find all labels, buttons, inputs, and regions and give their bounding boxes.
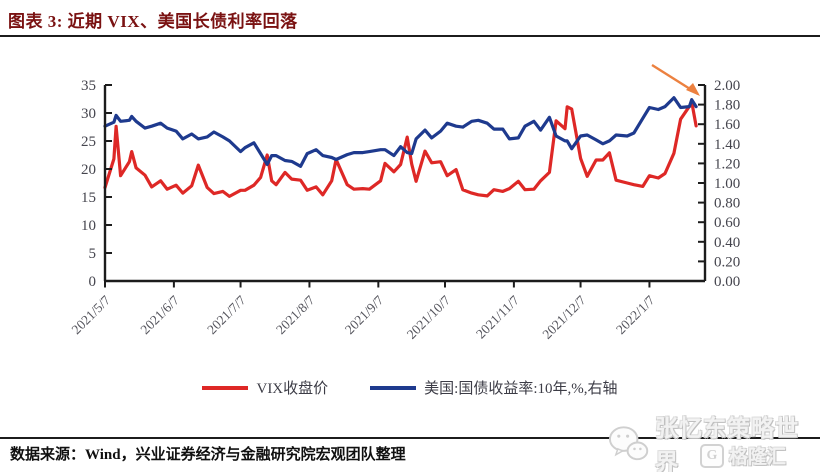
svg-text:1.60: 1.60 [714, 117, 740, 133]
legend-item-vix: VIX收盘价 [202, 377, 328, 398]
title-divider [0, 35, 820, 37]
svg-text:2022/1/7: 2022/1/7 [613, 292, 658, 337]
svg-text:2021/6/7: 2021/6/7 [137, 292, 182, 337]
chart-canvas: 35 30 25 20 15 10 5 0 2.00 1.80 1.60 1.40 1.20 1.00 0.… [69, 63, 740, 342]
gelonghui-watermark: G 格隆汇 [700, 442, 786, 469]
legend-label-vix: VIX收盘价 [256, 381, 329, 397]
legend-item-ust10y: 美国:国债收益率:10年,%,右轴 [370, 377, 618, 398]
svg-text:2021/7/7: 2021/7/7 [204, 292, 249, 337]
svg-text:25: 25 [81, 134, 96, 150]
vix-line-swatch [202, 385, 249, 390]
gelonghui-logo: G [700, 443, 724, 468]
svg-text:35: 35 [81, 78, 96, 94]
wechat-watermark: 张忆东策略世界 [608, 409, 820, 472]
wechat-icon [608, 425, 649, 460]
legend-label-ust10y: 美国:国债收益率:10年,%,右轴 [424, 381, 618, 397]
svg-text:2021/10/7: 2021/10/7 [404, 292, 453, 341]
svg-text:20: 20 [81, 162, 96, 178]
svg-text:5: 5 [89, 246, 97, 262]
data-source: 数据来源：Wind，兴业证券经济与金融研究院宏观团队整理 [10, 447, 406, 463]
svg-text:30: 30 [81, 106, 96, 122]
chart-legend: VIX收盘价 美国:国债收益率:10年,%,右轴 [0, 377, 820, 398]
svg-text:2021/9/7: 2021/9/7 [342, 292, 387, 337]
svg-text:0: 0 [89, 274, 97, 290]
svg-text:2.00: 2.00 [714, 78, 740, 94]
svg-text:1.40: 1.40 [714, 137, 740, 153]
svg-text:2021/8/7: 2021/8/7 [273, 292, 318, 337]
svg-text:1.80: 1.80 [714, 98, 740, 114]
svg-text:1.20: 1.20 [714, 156, 740, 172]
svg-text:0.00: 0.00 [714, 274, 740, 290]
svg-text:15: 15 [81, 190, 96, 206]
gelonghui-watermark-text: 格隆汇 [729, 447, 787, 468]
svg-text:2021/5/7: 2021/5/7 [69, 292, 114, 337]
svg-text:2021/12/7: 2021/12/7 [539, 292, 588, 341]
svg-text:1.00: 1.00 [714, 176, 740, 192]
svg-text:10: 10 [81, 218, 96, 234]
svg-text:0.60: 0.60 [714, 215, 740, 231]
footer-divider [0, 437, 820, 439]
figure-title: 图表 3: 近期 VIX、美国长债利率回落 [8, 12, 298, 31]
svg-text:0.80: 0.80 [714, 196, 740, 212]
ust10y-line-swatch [370, 385, 417, 390]
svg-text:2021/11/7: 2021/11/7 [473, 292, 522, 341]
wechat-watermark-text: 张忆东策略世界 [655, 416, 800, 472]
svg-text:0.40: 0.40 [714, 235, 740, 251]
svg-text:0.20: 0.20 [714, 254, 740, 270]
chart-area: 35 30 25 20 15 10 5 0 2.00 1.80 1.60 1.40 1.20 1.00 0.… [0, 50, 820, 380]
